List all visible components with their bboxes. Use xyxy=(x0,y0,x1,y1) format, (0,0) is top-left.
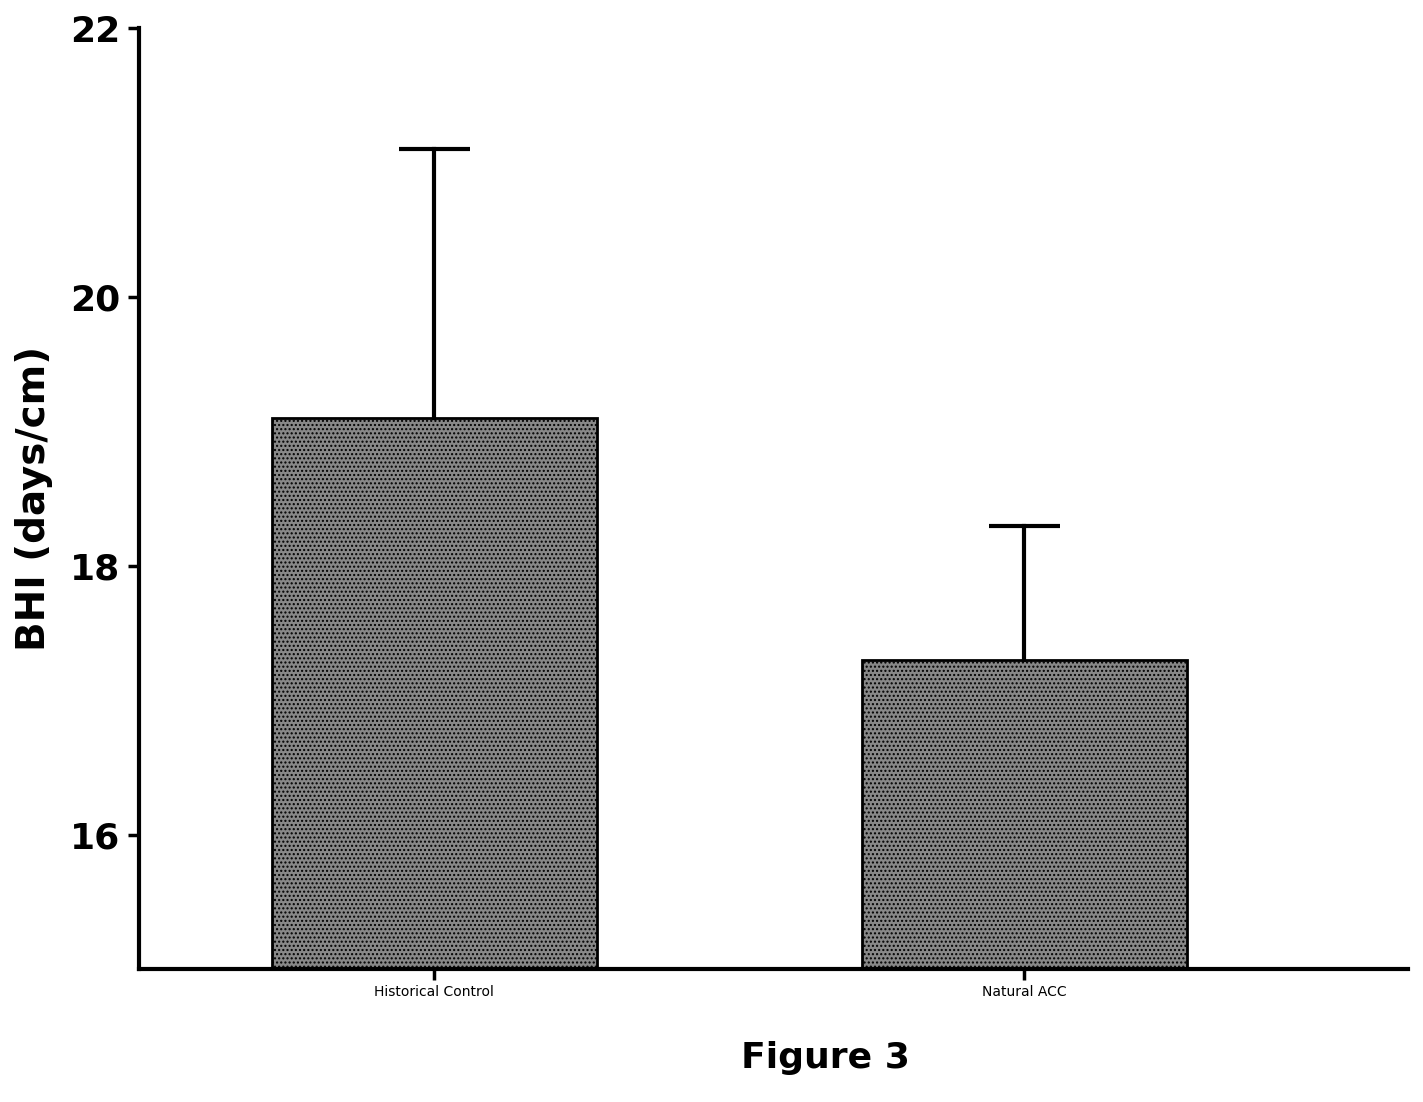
Bar xyxy=(862,660,1187,969)
Y-axis label: BHI (days/cm): BHI (days/cm) xyxy=(16,346,53,651)
Text: Figure 3: Figure 3 xyxy=(741,1041,909,1074)
Bar xyxy=(272,418,596,969)
